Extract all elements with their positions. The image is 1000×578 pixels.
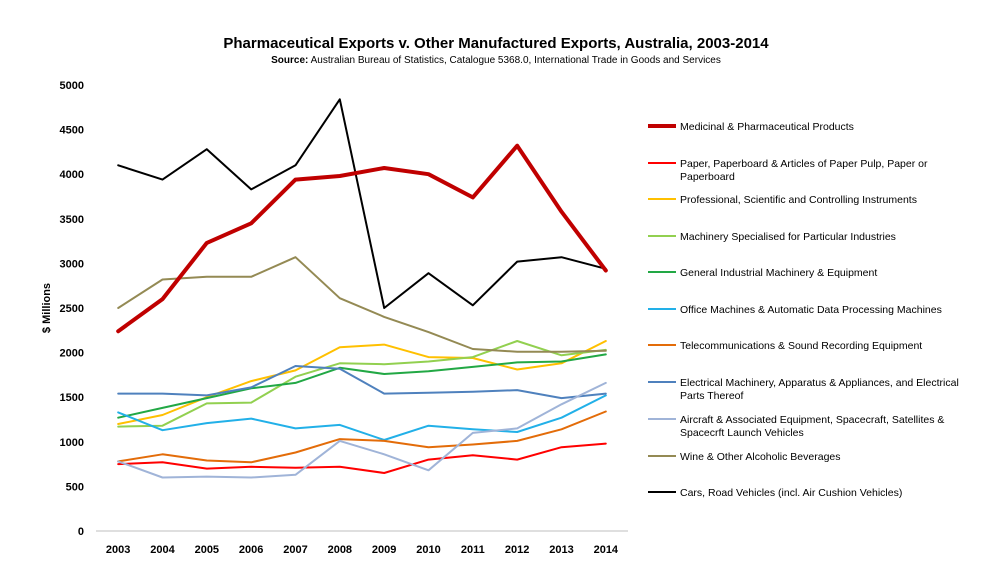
y-tick-label: 1500 <box>60 392 84 404</box>
legend-item: Medicinal & Pharmaceutical Products <box>648 121 854 133</box>
y-tick-label: 4000 <box>60 169 84 181</box>
x-tick-label: 2008 <box>328 544 352 556</box>
series-line-1 <box>116 143 608 334</box>
legend-label: Cars, Road Vehicles (incl. Air Cushion V… <box>680 487 902 499</box>
x-tick-label: 2006 <box>239 544 263 556</box>
legend-item: Office Machines & Automatic Data Process… <box>648 304 942 316</box>
legend: Medicinal & Pharmaceutical Products Paper… <box>648 121 959 499</box>
y-tick-label: 500 <box>66 481 84 493</box>
legend-item: Professional, Scientific and Controlling… <box>648 194 917 206</box>
x-tick-label: 2005 <box>195 544 219 556</box>
legend-item: Paper, Paperboard & Articles of Paper Pu… <box>648 158 928 183</box>
legend-label: Aircraft & Associated Equipment, Spacecr… <box>680 414 944 439</box>
legend-label: General Industrial Machinery & Equipment <box>680 267 877 279</box>
plot-area <box>116 98 608 479</box>
x-tick-label: 2012 <box>505 544 529 556</box>
legend-label: Paper, Paperboard & Articles of Paper Pu… <box>680 158 928 183</box>
source-text: Australian Bureau of Statistics, Catalog… <box>308 55 720 66</box>
series-line-4 <box>117 340 607 428</box>
legend-item: Cars, Road Vehicles (incl. Air Cushion V… <box>648 487 902 499</box>
legend-label: Wine & Other Alcoholic Beverages <box>680 451 841 463</box>
series-line-10 <box>117 256 607 353</box>
y-tick-label: 3000 <box>60 258 84 270</box>
y-tick-label: 2500 <box>60 303 84 315</box>
legend-label: Medicinal & Pharmaceutical Products <box>680 121 854 133</box>
series-line-6 <box>117 394 607 441</box>
series-line-2 <box>117 442 607 474</box>
y-tick-label: 3500 <box>60 214 84 226</box>
y-tick-label: 2000 <box>60 348 84 360</box>
x-tick-label: 2010 <box>416 544 440 556</box>
legend-item: General Industrial Machinery & Equipment <box>648 267 877 279</box>
x-tick-label: 2013 <box>549 544 573 556</box>
chart-title: Pharmaceutical Exports v. Other Manufact… <box>223 35 769 52</box>
x-tick-label: 2003 <box>106 544 130 556</box>
y-tick-label: 4500 <box>60 125 84 137</box>
x-tick-label: 2011 <box>461 544 485 556</box>
y-axis-label: $ Millions <box>41 283 53 333</box>
x-axis-ticks: 2003 2004 2005 2006 2007 2008 2009 2010 2011 2012… <box>106 544 619 556</box>
legend-label: Electrical Machinery, Apparatus & Applia… <box>680 377 959 402</box>
series-line-9 <box>117 381 607 479</box>
legend-label: Office Machines & Automatic Data Process… <box>680 304 942 316</box>
legend-label: Machinery Specialised for Particular Ind… <box>680 231 896 243</box>
legend-label: Professional, Scientific and Controlling… <box>680 194 917 206</box>
x-tick-label: 2009 <box>372 544 396 556</box>
series-line-5 <box>117 353 607 419</box>
chart-subtitle: Source: Australian Bureau of Statistics,… <box>271 55 721 66</box>
legend-item: Aircraft & Associated Equipment, Spacecr… <box>648 414 944 439</box>
legend-item: Machinery Specialised for Particular Ind… <box>648 231 896 243</box>
x-tick-label: 2014 <box>594 544 619 556</box>
series-line-7 <box>117 410 607 464</box>
y-tick-label: 5000 <box>60 80 84 92</box>
source-label: Source: <box>271 55 308 66</box>
legend-item: Telecommunications & Sound Recording Equ… <box>648 340 922 352</box>
y-tick-label: 1000 <box>60 437 84 449</box>
x-tick-label: 2007 <box>283 544 307 556</box>
legend-item: Electrical Machinery, Apparatus & Applia… <box>648 377 959 402</box>
series-line-8 <box>117 365 607 400</box>
legend-item: Wine & Other Alcoholic Beverages <box>648 451 841 463</box>
y-axis-ticks: 0 500 1000 1500 2000 2500 3000 3500 4000 4500 5000 <box>60 80 84 538</box>
x-tick-label: 2004 <box>150 544 175 556</box>
series-line-11 <box>117 98 607 309</box>
y-tick-label: 0 <box>78 526 84 538</box>
legend-label: Telecommunications & Sound Recording Equ… <box>680 340 922 352</box>
